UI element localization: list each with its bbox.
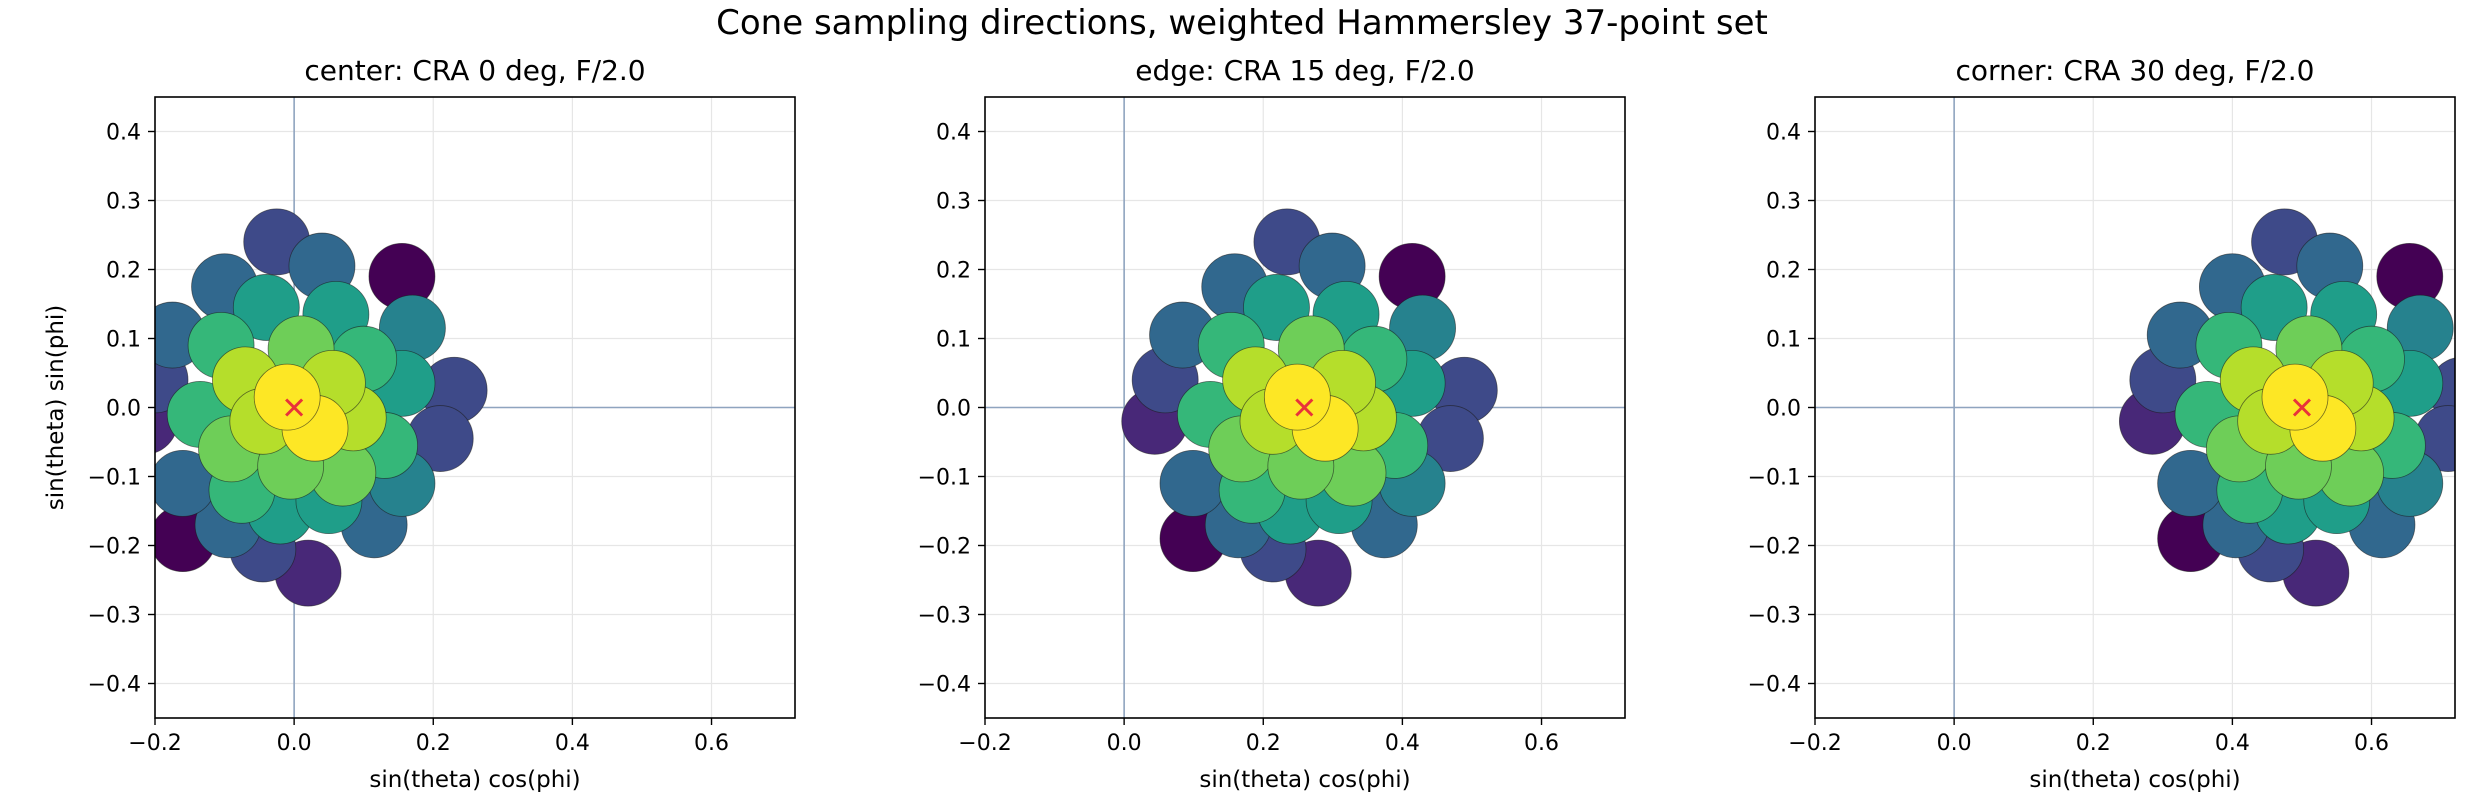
y-tick-label: −0.4: [1748, 673, 1801, 698]
x-axis-label: sin(theta) cos(phi): [369, 767, 580, 792]
sample-point: [1263, 363, 1331, 431]
y-tick-label: −0.3: [1748, 604, 1801, 629]
x-tick-label: 0.2: [1246, 731, 1281, 756]
subplot-3: −0.2 0.0 0.2 0.4 0.6 −0.4 −0.3 −0.2 −0.1 0.0 0.1 0.…: [1748, 54, 2456, 792]
y-tick-label: 0.4: [1766, 121, 1801, 146]
sample-point: [2261, 363, 2329, 431]
y-tick-label: 0.1: [1766, 328, 1801, 353]
y-tick-label: −0.1: [88, 466, 141, 491]
y-tick-label: −0.2: [88, 535, 141, 560]
y-tick-label: 0.2: [106, 259, 141, 284]
x-tick-label: 0.2: [416, 731, 451, 756]
subplots: −0.2 0.0 0.2 0.4 0.6 −0.4 −0.3 −0.2 −0.1 0.0 0.1 0.…: [43, 54, 2456, 792]
sample-points: [155, 208, 488, 607]
y-tick-label: 0.0: [1766, 397, 1801, 422]
y-tick-label: 0.4: [106, 121, 141, 146]
sample-points: [2118, 208, 2455, 607]
subplot-1: −0.2 0.0 0.2 0.4 0.6 −0.4 −0.3 −0.2 −0.1 0.0 0.1 0.…: [43, 54, 796, 792]
y-tick-label: 0.1: [936, 328, 971, 353]
x-tick-label: 0.4: [555, 731, 590, 756]
subplot-title: edge: CRA 15 deg, F/2.0: [1135, 54, 1474, 87]
y-tick-label: 0.2: [936, 259, 971, 284]
x-tick-label: 0.0: [277, 731, 312, 756]
y-tick-label: 0.2: [1766, 259, 1801, 284]
x-tick-label: −0.2: [958, 731, 1011, 756]
x-axis-label: sin(theta) cos(phi): [1199, 767, 1410, 792]
y-tick-label: −0.1: [1748, 466, 1801, 491]
y-tick-label: −0.2: [1748, 535, 1801, 560]
x-tick-label: −0.2: [128, 731, 181, 756]
y-tick-label: 0.0: [936, 397, 971, 422]
y-tick-label: −0.3: [918, 604, 971, 629]
y-tick-label: 0.0: [106, 397, 141, 422]
x-tick-label: 0.4: [1385, 731, 1420, 756]
subplot-2: −0.2 0.0 0.2 0.4 0.6 −0.4 −0.3 −0.2 −0.1 0.0 0.1 0.…: [918, 54, 1626, 792]
x-tick-label: −0.2: [1788, 731, 1841, 756]
y-tick-label: 0.3: [936, 190, 971, 215]
y-tick-label: −0.4: [918, 673, 971, 698]
y-tick-label: 0.4: [936, 121, 971, 146]
subplot-title: center: CRA 0 deg, F/2.0: [304, 54, 645, 87]
y-tick-label: −0.4: [88, 673, 141, 698]
x-axis-label: sin(theta) cos(phi): [2029, 767, 2240, 792]
x-tick-label: 0.6: [694, 731, 729, 756]
y-tick-label: 0.3: [1766, 190, 1801, 215]
y-tick-label: 0.1: [106, 328, 141, 353]
chief-ray-marker: [285, 398, 304, 417]
x-tick-label: 0.0: [1107, 731, 1142, 756]
sample-point: [253, 363, 321, 431]
x-tick-label: 0.6: [2354, 731, 2389, 756]
y-axis-label: sin(theta) sin(phi): [43, 305, 69, 511]
y-tick-label: −0.2: [918, 535, 971, 560]
x-tick-label: 0.6: [1524, 731, 1559, 756]
x-tick-label: 0.4: [2215, 731, 2250, 756]
y-tick-label: −0.1: [918, 466, 971, 491]
x-tick-label: 0.0: [1937, 731, 1972, 756]
subplot-title: corner: CRA 30 deg, F/2.0: [1956, 54, 2315, 87]
chief-ray-marker: [2292, 398, 2312, 417]
y-tick-label: 0.3: [106, 190, 141, 215]
x-tick-label: 0.2: [2076, 731, 2111, 756]
sample-points: [1121, 208, 1498, 607]
chief-ray-marker: [1295, 398, 1314, 417]
figure-suptitle: Cone sampling directions, weighted Hamme…: [716, 3, 1768, 43]
y-tick-label: −0.3: [88, 604, 141, 629]
